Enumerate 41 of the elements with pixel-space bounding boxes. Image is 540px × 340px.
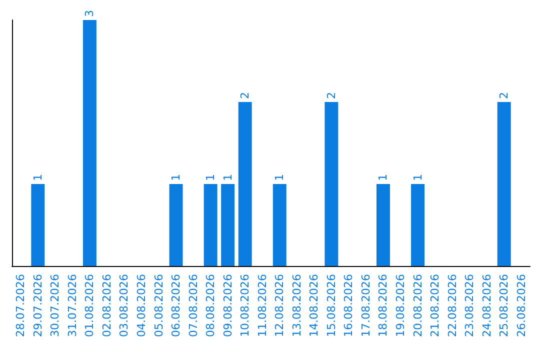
x-tick-label: 15.08.2026: [324, 274, 338, 338]
x-tick-label: 08.08.2026: [204, 274, 218, 338]
data-label: 1: [411, 174, 424, 182]
x-tick-label: 13.08.2026: [290, 274, 304, 338]
x-tick-label: 28.07.2026: [14, 274, 28, 338]
x-tick-label: 20.08.2026: [411, 274, 424, 338]
data-label: 2: [498, 92, 511, 100]
x-tick-label: 03.08.2026: [118, 274, 131, 338]
x-tick-label: 30.07.2026: [48, 274, 62, 338]
x-tick-label: 23.08.2026: [463, 274, 476, 338]
x-tick-label: 24.08.2026: [480, 274, 494, 338]
x-tick-label: 06.08.2026: [170, 274, 183, 338]
data-label: 1: [376, 174, 390, 182]
x-tick-label: 02.08.2026: [100, 274, 114, 338]
x-tick-label: 04.08.2026: [135, 274, 148, 338]
data-label: 1: [221, 174, 234, 182]
x-tick-label: 22.08.2026: [446, 274, 459, 338]
x-tick-label: 16.08.2026: [342, 274, 356, 338]
x-tick-label: 29.07.2026: [31, 274, 44, 338]
x-tick-label: 07.08.2026: [186, 274, 200, 338]
data-label: 1: [170, 174, 183, 182]
data-label: 1: [273, 174, 286, 182]
x-tick-label: 26.08.2026: [514, 274, 528, 338]
data-label: 2: [238, 92, 252, 100]
x-tick-label: 14.08.2026: [308, 274, 321, 338]
x-tick-label: 25.08.2026: [498, 274, 511, 338]
x-tick-label: 11.08.2026: [256, 274, 269, 338]
x-tick-label: 09.08.2026: [221, 274, 234, 338]
x-tick-label: 31.07.2026: [66, 274, 79, 338]
x-tick-label: 21.08.2026: [428, 274, 442, 338]
x-tick-label: 05.08.2026: [152, 274, 166, 338]
x-tick-label: 19.08.2026: [394, 274, 407, 338]
data-label: 3: [83, 10, 96, 17]
x-tick-label: 17.08.2026: [359, 274, 372, 338]
data-label: 1: [204, 174, 218, 182]
x-tick-label: 18.08.2026: [376, 274, 390, 338]
x-tick-label: 01.08.2026: [83, 274, 96, 338]
x-tick-label: 10.08.2026: [238, 274, 252, 338]
data-label: 1: [31, 174, 44, 182]
x-tick-label: 12.08.2026: [273, 274, 286, 338]
data-label: 2: [324, 92, 338, 100]
